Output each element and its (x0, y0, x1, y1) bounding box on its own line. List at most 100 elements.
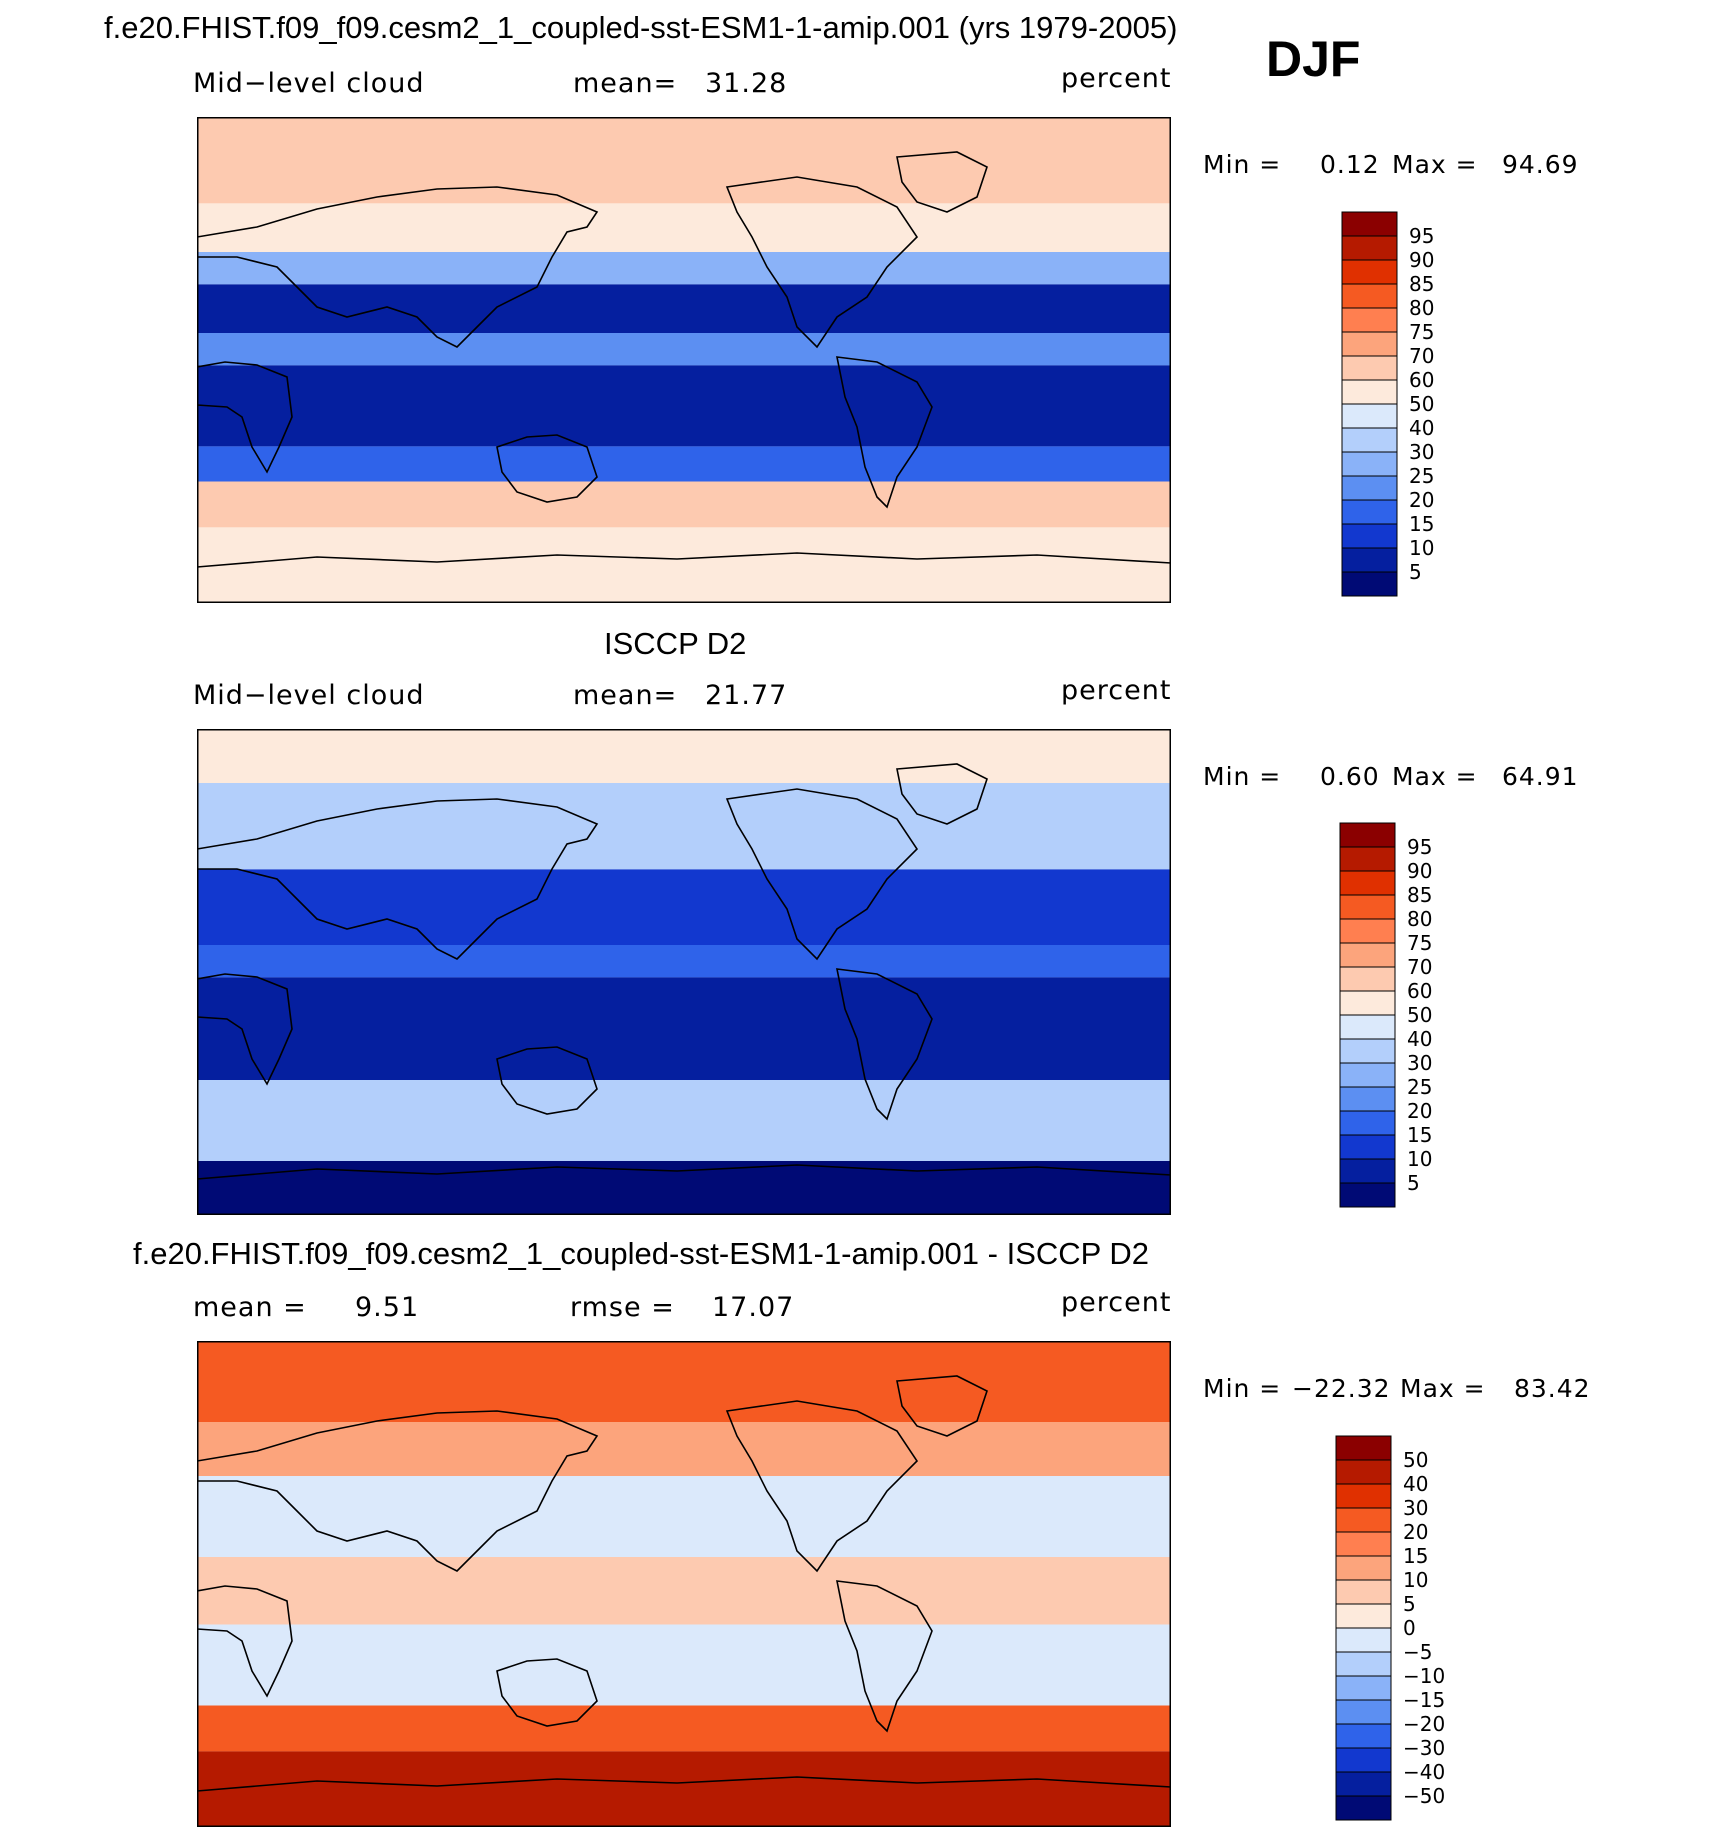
colorbar-box (1341, 211, 1398, 237)
colorbar-box (1339, 1038, 1396, 1064)
colorbar-tick-label: 30 (1407, 1051, 1432, 1075)
colorbar-tick-label: 5 (1407, 1171, 1420, 1195)
bottom-colorbar: 50 40 30 20 15 10 5 0 −5 −10 −15 −20 −30 −40 −50 (1335, 1435, 1486, 1821)
field-band-tropics (197, 1557, 1171, 1625)
top-units-label: percent (1061, 63, 1172, 94)
colorbar-tick-label: 15 (1409, 512, 1434, 536)
field-band-subtropics-north (197, 869, 1171, 945)
colorbar-tick-label: 40 (1403, 1472, 1428, 1496)
coastline-4 (835, 968, 933, 1121)
bottom-mean-value: 9.51 (355, 1292, 420, 1323)
middle-units-label: percent (1061, 675, 1172, 706)
colorbar-tick-label: −40 (1403, 1760, 1445, 1784)
field-band-trade-wind-north (197, 284, 1171, 333)
bottom-panel-title: f.e20.FHIST.f09_f09.cesm2_1_coupled-sst-… (133, 1236, 1150, 1271)
field-band-itcz (197, 945, 1171, 978)
colorbar-box (1339, 1110, 1396, 1136)
colorbar-tick-label: 80 (1409, 296, 1434, 320)
coastline-3 (725, 176, 919, 349)
field-band-subtropics-north (197, 1476, 1171, 1557)
colorbar-tick-label: 0 (1403, 1616, 1416, 1640)
colorbar-tick-label: 95 (1407, 835, 1432, 859)
middle-max-value: 64.91 (1502, 762, 1579, 791)
colorbar-tick-label: 85 (1409, 272, 1434, 296)
colorbar-tick-label: 5 (1403, 1592, 1416, 1616)
top-colorbar: 95 90 85 80 75 70 60 50 40 30 25 20 15 10 5 (1341, 211, 1482, 597)
bottom-min-label: Min = (1203, 1374, 1282, 1403)
colorbar-tick-label: −20 (1403, 1712, 1445, 1736)
coastline-6 (197, 552, 1171, 568)
colorbar-tick-label: −50 (1403, 1784, 1445, 1808)
field-band-antarctic (197, 1751, 1171, 1827)
colorbar-box (1335, 1699, 1392, 1725)
colorbar-tick-label: 60 (1409, 368, 1434, 392)
colorbar-box (1339, 966, 1396, 992)
colorbar-tick-label: 75 (1409, 320, 1434, 344)
colorbar-box (1339, 846, 1396, 872)
field-band-subtropics-north (197, 252, 1171, 285)
colorbar-box (1335, 1555, 1392, 1581)
coastline-2 (496, 1046, 598, 1115)
colorbar-box (1341, 259, 1398, 285)
colorbar-tick-label: 30 (1409, 440, 1434, 464)
colorbar-tick-label: 40 (1409, 416, 1434, 440)
colorbar-box (1335, 1795, 1392, 1821)
colorbar-box (1339, 990, 1396, 1016)
colorbar-box (1339, 942, 1396, 968)
colorbar-tick-label: 20 (1409, 488, 1434, 512)
field-band-south-subtropics (197, 1624, 1171, 1706)
colorbar-tick-label: 15 (1407, 1123, 1432, 1147)
coastline-0 (197, 1585, 293, 1698)
coastline-6 (197, 1164, 1171, 1180)
colorbar-box (1335, 1771, 1392, 1797)
field-band-southern-ocean (197, 1705, 1171, 1752)
coastline-3 (725, 1400, 919, 1573)
colorbar-box (1339, 1182, 1396, 1208)
middle-map (197, 729, 1171, 1215)
middle-variable-label: Mid−level cloud (193, 680, 425, 711)
field-band-trade-wind-south (197, 977, 1171, 1080)
bottom-mean-label: mean = (193, 1292, 307, 1323)
colorbar-tick-label: 95 (1409, 224, 1434, 248)
colorbar-box (1341, 307, 1398, 333)
field-band-north-mid-latitudes (197, 203, 1171, 252)
coastline-4 (835, 1580, 933, 1733)
coastline-0 (197, 973, 293, 1086)
bottom-min-value: −22.32 (1292, 1374, 1391, 1403)
colorbar-box (1339, 1158, 1396, 1184)
coastline-5 (896, 1375, 988, 1437)
colorbar-tick-label: 20 (1407, 1099, 1432, 1123)
field-band-trade-wind-south (197, 365, 1171, 447)
colorbar-box (1335, 1603, 1392, 1629)
colorbar-tick-label: 5 (1409, 560, 1422, 584)
colorbar-box (1335, 1627, 1392, 1653)
coastline-1 (197, 186, 599, 348)
top-panel-title: f.e20.FHIST.f09_f09.cesm2_1_coupled-sst-… (104, 10, 1178, 45)
bottom-max-label: Max = (1400, 1374, 1486, 1403)
top-min-label: Min = (1203, 150, 1282, 179)
colorbar-tick-label: 50 (1409, 392, 1434, 416)
field-band-north-mid-latitudes (197, 783, 1171, 870)
colorbar-tick-label: 75 (1407, 931, 1432, 955)
colorbar-box (1341, 451, 1398, 477)
field-band-north-mid-latitudes (197, 1422, 1171, 1476)
top-map-panel (197, 117, 1171, 603)
coastline-2 (496, 434, 598, 503)
colorbar-box (1341, 547, 1398, 573)
colorbar-box (1341, 427, 1398, 453)
middle-mean-label: mean= (573, 680, 678, 711)
middle-max-label: Max = (1392, 762, 1478, 791)
colorbar-box (1339, 894, 1396, 920)
colorbar-box (1335, 1651, 1392, 1677)
colorbar-tick-label: −30 (1403, 1736, 1445, 1760)
coastline-2 (496, 1658, 598, 1727)
colorbar-box (1335, 1531, 1392, 1557)
field-band-southern-ocean (197, 481, 1171, 528)
top-variable-label: Mid−level cloud (193, 68, 425, 99)
colorbar-box (1341, 235, 1398, 261)
colorbar-tick-label: 40 (1407, 1027, 1432, 1051)
coastline-1 (197, 798, 599, 960)
middle-min-label: Min = (1203, 762, 1282, 791)
colorbar-tick-label: 10 (1403, 1568, 1428, 1592)
